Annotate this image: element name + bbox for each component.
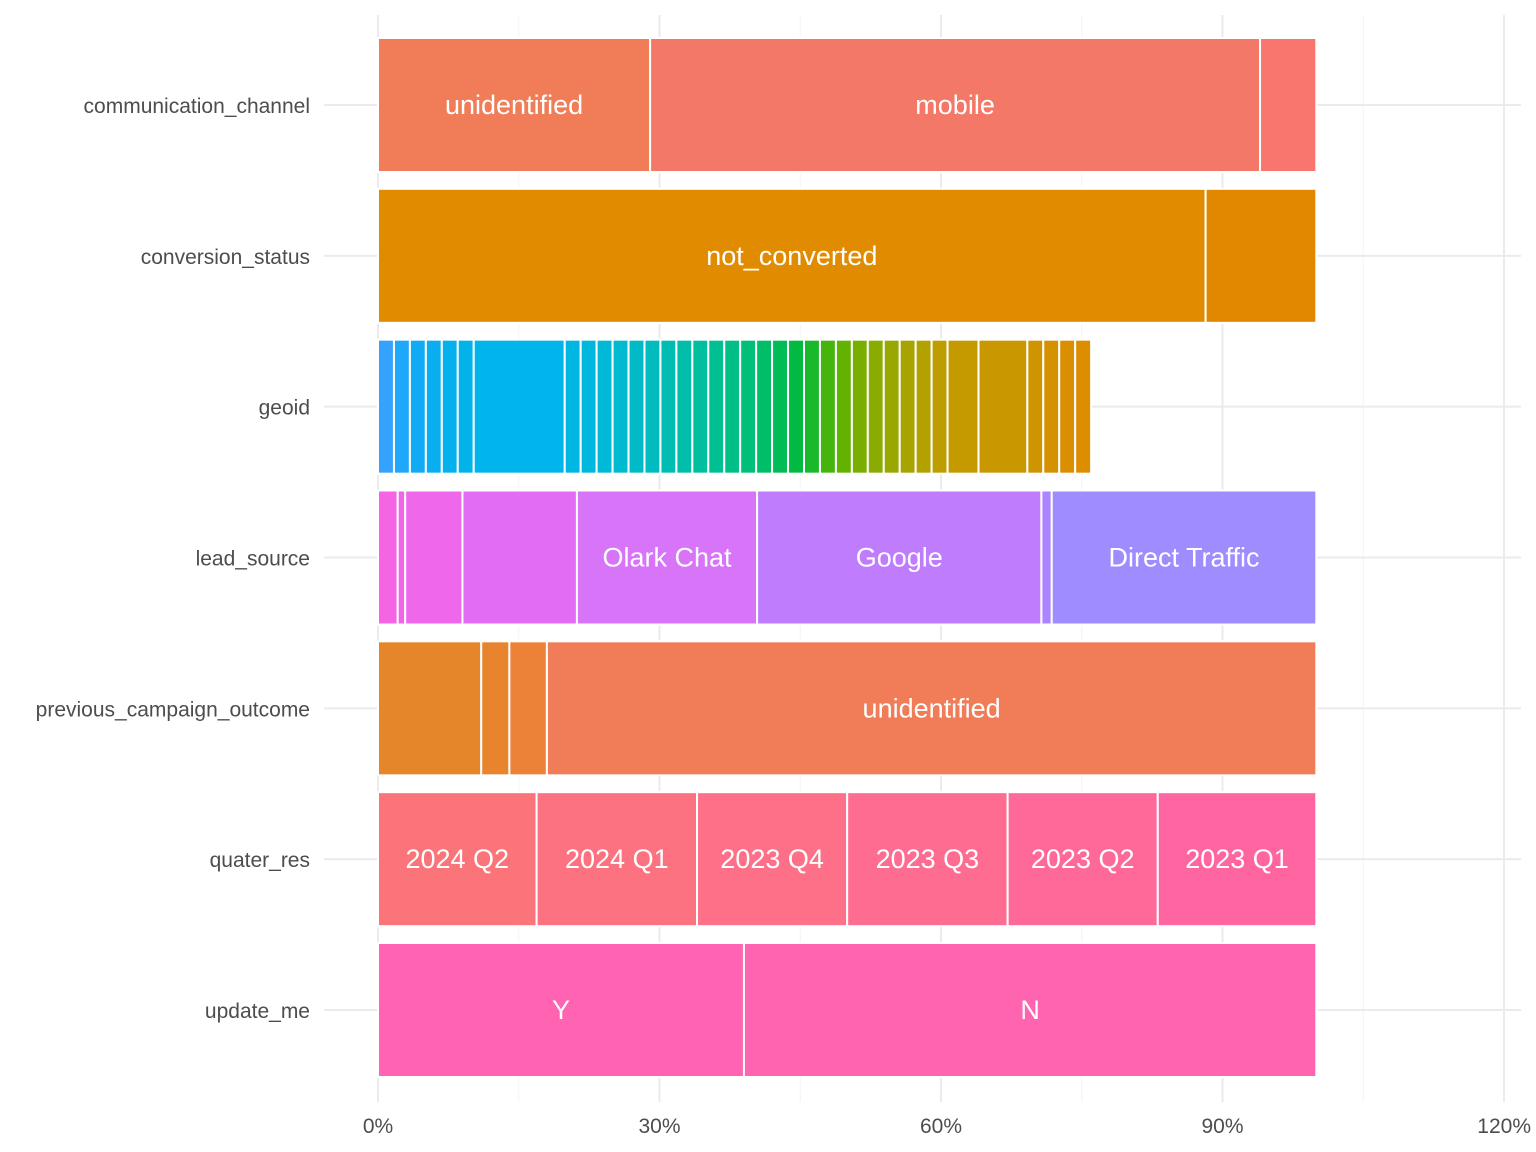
- segment-label: 2024 Q2: [405, 844, 509, 874]
- bar-segment-lead_source-6: [1040, 489, 1053, 626]
- bar-segment-geoid-17: [723, 338, 742, 475]
- bar-segment-lead_source-0: [377, 489, 399, 626]
- bar-segment-lead_source-2: [404, 489, 464, 626]
- bar-segment-geoid-26: [866, 338, 885, 475]
- bar-segment-geoid-24: [834, 338, 853, 475]
- bar-segment-quater_res-5: [1156, 791, 1318, 928]
- bar-segment-update_me-0: [377, 942, 745, 1078]
- bar-segment-geoid-8: [579, 338, 598, 475]
- bar-segment-geoid-28: [898, 338, 917, 475]
- bar-segment-update_me-1: [742, 942, 1318, 1078]
- x-tick-label: 120%: [1477, 1115, 1531, 1138]
- bar-segment-geoid-21: [787, 338, 806, 475]
- bar-segment-lead_source-4: [575, 489, 759, 626]
- bar-segment-communication_channel-1: [649, 37, 1262, 173]
- bar-segment-geoid-31: [946, 338, 980, 475]
- segment-label: 2023 Q1: [1185, 844, 1289, 874]
- bar-segment-geoid-35: [1058, 338, 1077, 475]
- bar-segment-geoid-30: [930, 338, 949, 475]
- bar-segment-geoid-25: [850, 338, 869, 475]
- bar-segment-geoid-4: [440, 338, 459, 475]
- bar-segment-geoid-10: [611, 338, 630, 475]
- x-tick-label: 90%: [1201, 1115, 1243, 1138]
- segment-label: not_converted: [706, 241, 877, 271]
- bar-segment-geoid-1: [392, 338, 411, 475]
- bar-segment-geoid-11: [627, 338, 646, 475]
- y-category-label: previous_campaign_outcome: [36, 698, 310, 721]
- y-category-label: geoid: [259, 397, 310, 420]
- segment-label: 2024 Q1: [565, 844, 669, 874]
- bar-segment-conversion_status-1: [1204, 187, 1318, 324]
- bar-segment-geoid-23: [818, 338, 837, 475]
- bar-segment-geoid-16: [707, 338, 726, 475]
- segment-label: mobile: [915, 90, 995, 120]
- bar-segment-geoid-13: [659, 338, 678, 475]
- bar-segment-lead_source-3: [461, 489, 578, 626]
- bar-segment-geoid-12: [643, 338, 662, 475]
- segment-label: unidentified: [863, 693, 1001, 723]
- y-category-label: quater_res: [210, 849, 310, 872]
- bar-segment-quater_res-1: [535, 791, 699, 928]
- bar-segment-geoid-22: [803, 338, 821, 475]
- bars: [377, 37, 1318, 1078]
- bar-segment-geoid-15: [691, 338, 710, 475]
- bar-segment-previous_campaign_outcome-3: [545, 640, 1318, 777]
- bar-segment-previous_campaign_outcome-2: [508, 640, 548, 777]
- bar-segment-quater_res-2: [696, 791, 849, 928]
- bar-segment-communication_channel-0: [377, 37, 652, 173]
- segment-label: 2023 Q4: [720, 844, 824, 874]
- bar-segment-geoid-36: [1074, 338, 1093, 475]
- y-category-label: communication_channel: [84, 95, 310, 118]
- segment-label: Google: [856, 543, 943, 573]
- bar-segment-communication_channel-2: [1259, 37, 1318, 173]
- bar-segment-geoid-6: [472, 338, 566, 475]
- bar-segment-geoid-34: [1042, 338, 1061, 475]
- segment-label: Y: [552, 995, 570, 1025]
- y-category-label: conversion_status: [141, 246, 310, 269]
- bar-segment-geoid-0: [377, 338, 395, 475]
- bar-segment-previous_campaign_outcome-0: [377, 640, 483, 777]
- segment-label: 2023 Q3: [876, 844, 980, 874]
- bar-segment-geoid-20: [771, 338, 790, 475]
- x-axis: 0% 30% 60% 90% 120%: [363, 1115, 1531, 1138]
- bar-segment-geoid-2: [408, 338, 427, 475]
- bar-segment-lead_source-1: [396, 489, 407, 626]
- x-tick-label: 0%: [363, 1115, 393, 1138]
- y-axis: communication_channel conversion_statusge…: [36, 95, 310, 1023]
- bar-segment-geoid-33: [1026, 338, 1045, 475]
- segment-label: Direct Traffic: [1109, 543, 1260, 573]
- segment-label: Olark Chat: [602, 543, 732, 573]
- bar-segment-geoid-3: [424, 338, 443, 475]
- y-category-label: lead_source: [196, 548, 310, 571]
- segment-label: 2023 Q2: [1031, 844, 1135, 874]
- bar-segment-geoid-32: [977, 338, 1029, 475]
- bar-segment-geoid-7: [563, 338, 582, 475]
- bar-segment-quater_res-0: [377, 791, 538, 928]
- y-category-label: update_me: [205, 1000, 310, 1023]
- bar-segment-geoid-5: [456, 338, 475, 475]
- segment-label: N: [1020, 995, 1040, 1025]
- x-tick-label: 60%: [920, 1115, 962, 1138]
- bar-segment-geoid-18: [739, 338, 758, 475]
- segment-labels: unidentified mobile not_converted Olark Cha…: [405, 90, 1288, 1025]
- bar-segment-geoid-29: [914, 338, 933, 475]
- bar-segment-geoid-27: [882, 338, 901, 475]
- bar-segment-lead_source-5: [756, 489, 1043, 626]
- bar-segment-quater_res-4: [1006, 791, 1159, 928]
- bar-segment-previous_campaign_outcome-1: [480, 640, 511, 777]
- x-tick-label: 30%: [638, 1115, 680, 1138]
- bar-segment-geoid-9: [595, 338, 614, 475]
- bar-segment-lead_source-7: [1050, 489, 1318, 626]
- bar-segment-geoid-19: [755, 338, 774, 475]
- bar-segment-conversion_status-0: [377, 187, 1207, 324]
- bar-segment-quater_res-3: [846, 791, 1009, 928]
- segment-label: unidentified: [445, 90, 583, 120]
- bar-segment-geoid-14: [675, 338, 694, 475]
